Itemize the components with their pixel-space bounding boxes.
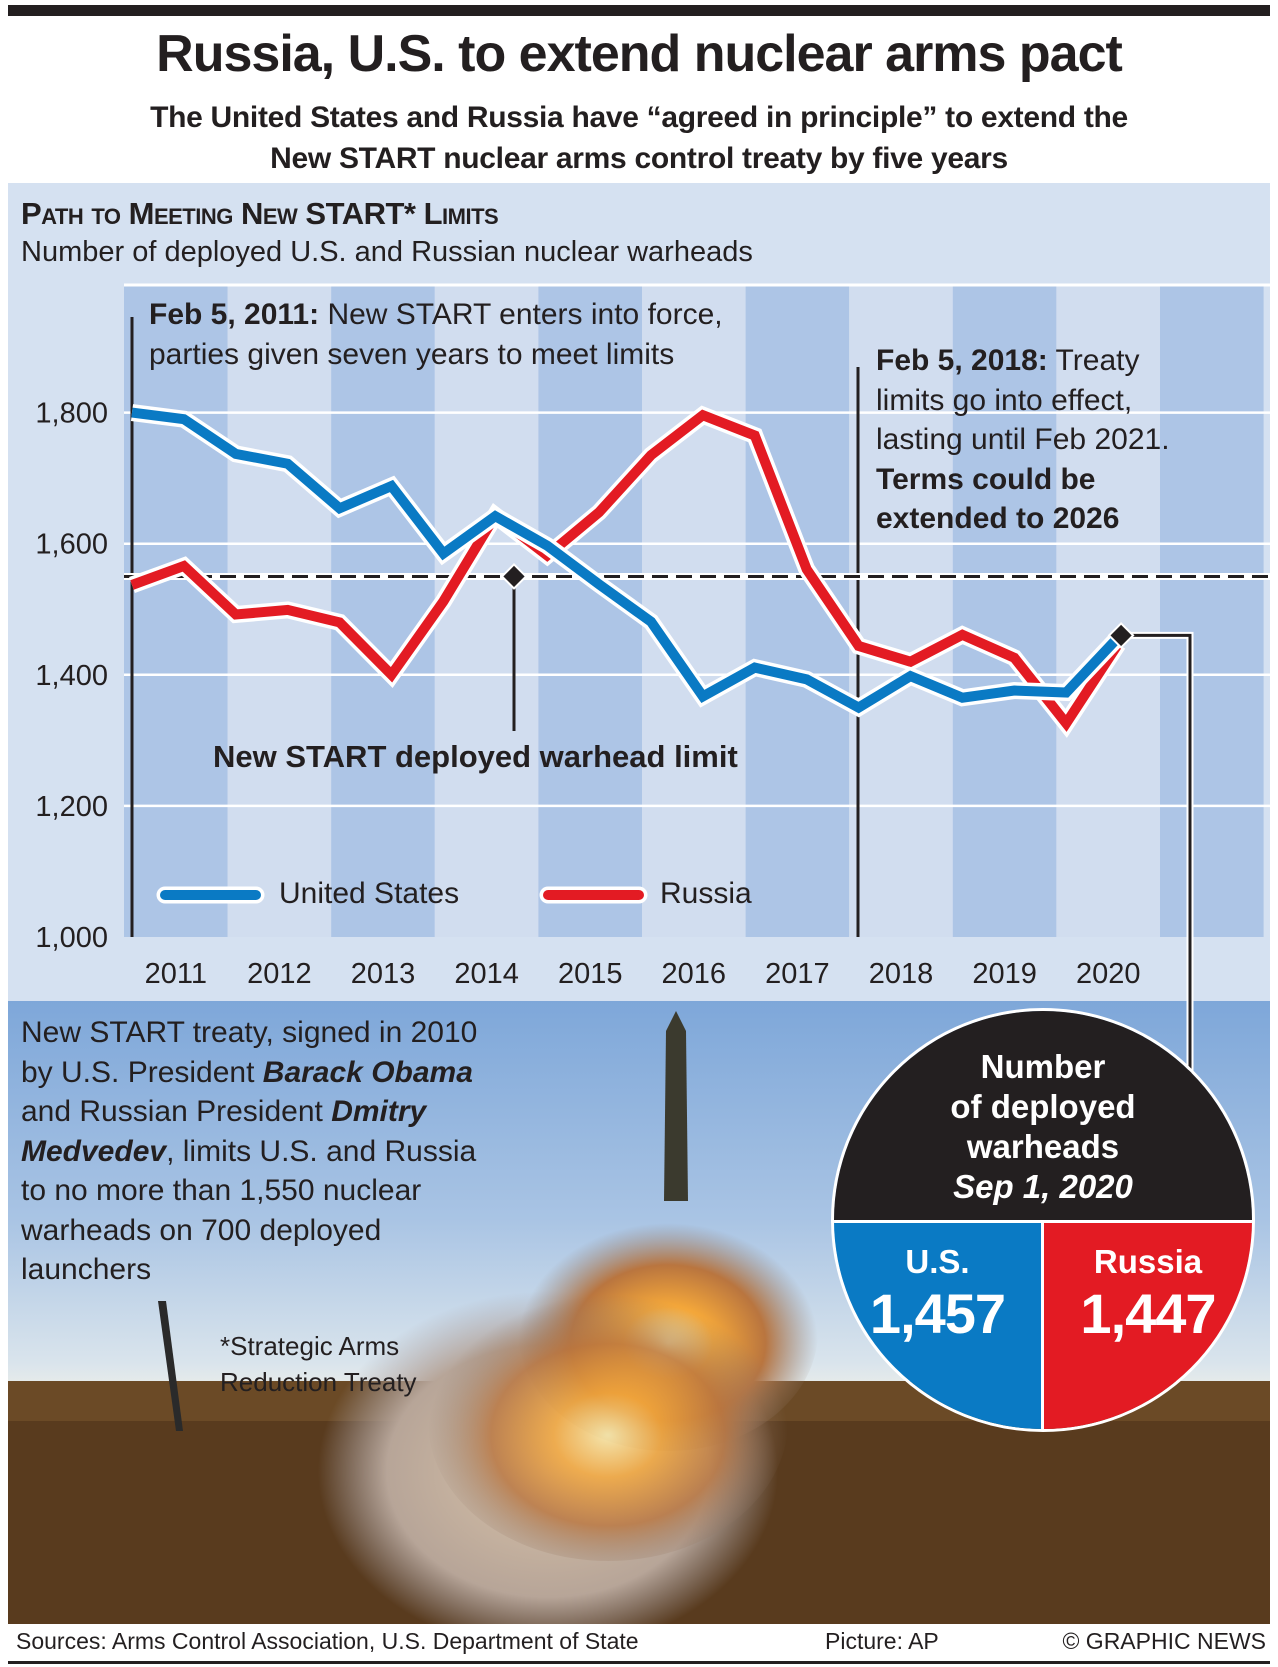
russia-value: 1,447 — [1080, 1282, 1216, 1345]
missile — [664, 1011, 688, 1201]
x-tick-label: 2013 — [351, 958, 416, 990]
x-tick-label: 2014 — [454, 958, 519, 990]
desc-text: and Russian President — [21, 1095, 332, 1128]
y-tick-label: 1,600 — [35, 529, 108, 561]
desc-line-5: to no more than 1,550 nuclear — [21, 1174, 422, 1207]
annotation-2018-text2: limits go into effect, — [876, 383, 1133, 417]
connector-line — [1121, 633, 1192, 1090]
annotation-2018-date: Feb 5, 2018: — [876, 344, 1048, 377]
year-band — [1056, 285, 1160, 937]
x-tick-label: 2017 — [765, 958, 830, 990]
obama-name: Barack Obama — [262, 1055, 473, 1089]
circle-head-2: of deployed — [950, 1088, 1136, 1125]
desc-text: by U.S. President — [21, 1055, 263, 1089]
footnote-line-2: Reduction Treaty — [220, 1367, 417, 1397]
us-label: U.S. — [905, 1243, 970, 1280]
footnote-line-1: *Strategic Arms — [220, 1331, 400, 1361]
circle-date: Sep 1, 2020 — [953, 1168, 1133, 1205]
year-band — [124, 285, 228, 937]
annotation-2011-date: Feb 5, 2011: — [149, 298, 320, 331]
legend-label-russia: Russia — [660, 877, 752, 910]
series-lines — [129, 404, 1126, 738]
fireball-lower — [428, 1281, 788, 1561]
year-band — [331, 285, 435, 937]
medvedev-first-name: Dmitry — [331, 1095, 427, 1128]
treaty-description: New START treaty, signed in 2010 by U.S.… — [21, 1013, 581, 1290]
tower — [158, 1301, 183, 1431]
year-band — [1160, 285, 1264, 937]
subtitle-line-1: The United States and Russia have “agree… — [150, 101, 1128, 134]
y-axis-ticks: 1,000 1,200 1,400 1,600 1,800 — [35, 398, 108, 954]
desc-line-4: Medvedev, limits U.S. and Russia — [21, 1132, 581, 1172]
top-rule — [8, 5, 1270, 16]
russia-series-line — [130, 409, 1123, 732]
warhead-count-circle: Number of deployed warheads Sep 1, 2020 … — [831, 1008, 1255, 1432]
missile-launch-photo — [8, 1001, 1270, 1624]
year-band — [642, 285, 746, 937]
year-band — [952, 285, 1057, 937]
annotation-2018: Feb 5, 2018: Treaty limits go into effec… — [876, 341, 1170, 539]
limit-diamond — [500, 563, 528, 590]
desc-line-3: and Russian President Dmitry — [21, 1092, 581, 1132]
annotation-2018-text4: Terms could be — [876, 462, 1096, 496]
us-value: 1,457 — [869, 1282, 1006, 1345]
picture-credit: Picture: AP — [825, 1628, 939, 1654]
russia-label: Russia — [1093, 1243, 1203, 1280]
page-title: Russia, U.S. to extend nuclear arms pact — [156, 25, 1123, 83]
desc-line-2: by U.S. President Barack Obama — [21, 1053, 581, 1093]
annotation-2018-text3: lasting until Feb 2021. — [876, 423, 1170, 456]
chart-subtitle: Number of deployed U.S. and Russian nucl… — [21, 236, 753, 268]
x-tick-label: 2019 — [972, 958, 1037, 990]
year-bands — [124, 285, 1264, 937]
y-tick-label: 1,400 — [35, 660, 108, 692]
markers — [500, 563, 1194, 1090]
chart-title: Path to Meeting New START* Limits — [21, 196, 499, 231]
x-tick-label: 2012 — [247, 958, 312, 990]
photo-illustration — [8, 1011, 1270, 1624]
annotation-2018-text5: extended to 2026 — [876, 502, 1120, 535]
footer-rule — [8, 1661, 1270, 1664]
year-band — [849, 285, 953, 937]
page-subtitle: The United States and Russia have “agree… — [0, 97, 1278, 179]
circle-header: Number of deployed warheads Sep 1, 2020 — [834, 1011, 1252, 1220]
copyright: © GRAPHIC NEWS — [1062, 1628, 1266, 1654]
legend-label-us: United States — [279, 877, 460, 910]
sources: Sources: Arms Control Association, U.S. … — [16, 1628, 639, 1654]
year-band — [434, 285, 539, 937]
desc-line-6: warheads on 700 deployed — [21, 1213, 382, 1247]
x-tick-label: 2015 — [558, 958, 623, 990]
circle-head-3: warheads — [966, 1128, 1120, 1165]
medvedev-last-name: Medvedev — [21, 1134, 167, 1168]
x-axis-ticks: 2011 2012 2013 2014 2015 2016 2017 2018 2019 2020 — [145, 958, 1141, 990]
footnote: *Strategic Arms Reduction Treaty — [220, 1328, 417, 1400]
limit-line-label: New START deployed warhead limit — [213, 739, 738, 774]
footer: Sources: Arms Control Association, U.S. … — [8, 1628, 1270, 1660]
desc-line-7: launchers — [21, 1253, 152, 1286]
x-tick-label: 2020 — [1076, 958, 1141, 990]
desc-text: , limits U.S. and Russia — [166, 1134, 477, 1168]
circle-russia-segment: Russia 1,447 — [1043, 1220, 1252, 1429]
x-tick-label: 2016 — [662, 958, 727, 990]
circle-us-segment: U.S. 1,457 — [834, 1220, 1043, 1429]
annotation-2011-text1: New START enters into force, — [319, 298, 723, 331]
y-tick-label: 1,200 — [35, 791, 108, 823]
subtitle-line-2: New START nuclear arms control treaty by… — [270, 142, 1008, 175]
desc-line-1: New START treaty, signed in 2010 — [21, 1016, 478, 1049]
sep-2020-diamond — [1107, 622, 1135, 649]
annotation-2018-text1: Treaty — [1047, 344, 1140, 377]
y-tick-label: 1,000 — [35, 922, 108, 954]
x-tick-label: 2011 — [145, 958, 207, 990]
x-tick-label: 2018 — [869, 958, 934, 990]
y-tick-label: 1,800 — [35, 398, 108, 430]
us-series-line — [131, 407, 1122, 714]
circle-head-1: Number — [980, 1048, 1106, 1085]
annotation-2011: Feb 5, 2011: New START enters into force… — [149, 295, 723, 374]
annotation-2011-text2: parties given seven years to meet limits — [149, 337, 675, 371]
